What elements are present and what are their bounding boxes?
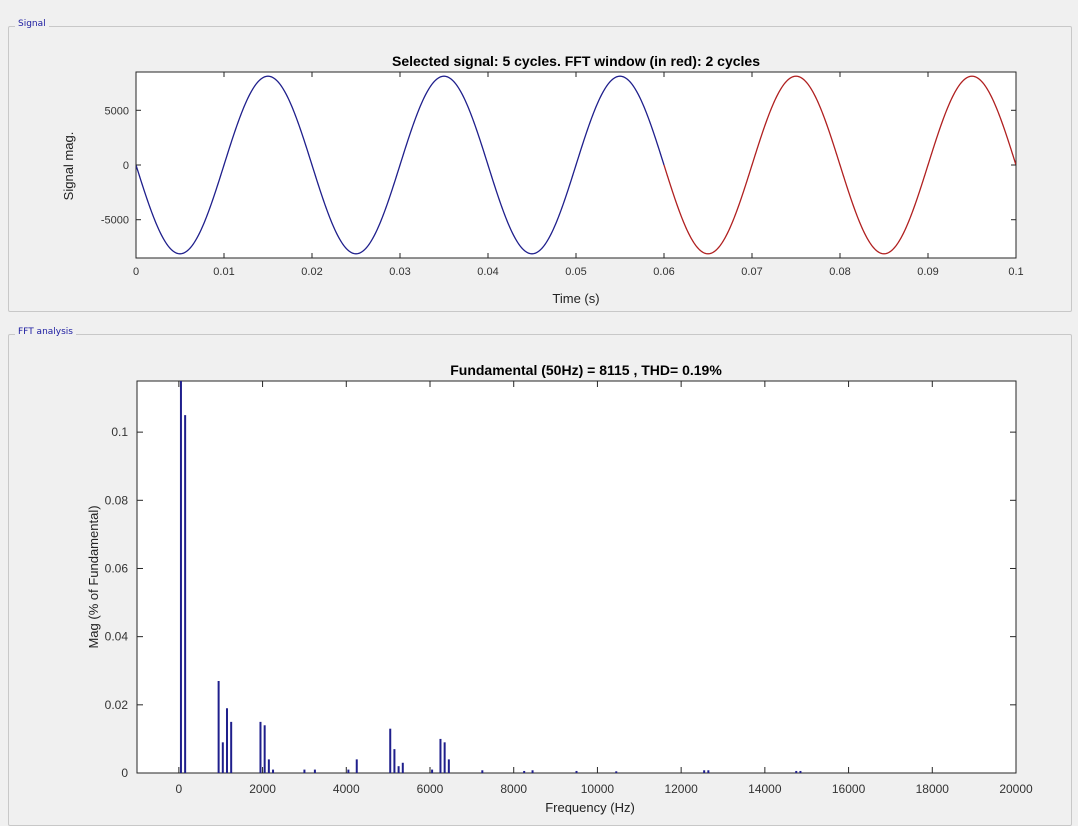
signal-panel-title: Signal	[15, 19, 49, 29]
signal-panel: Signal	[8, 19, 1072, 312]
fft-panel-title: FFT analysis	[15, 327, 76, 337]
fft-analysis-panel: FFT analysis	[8, 327, 1072, 826]
